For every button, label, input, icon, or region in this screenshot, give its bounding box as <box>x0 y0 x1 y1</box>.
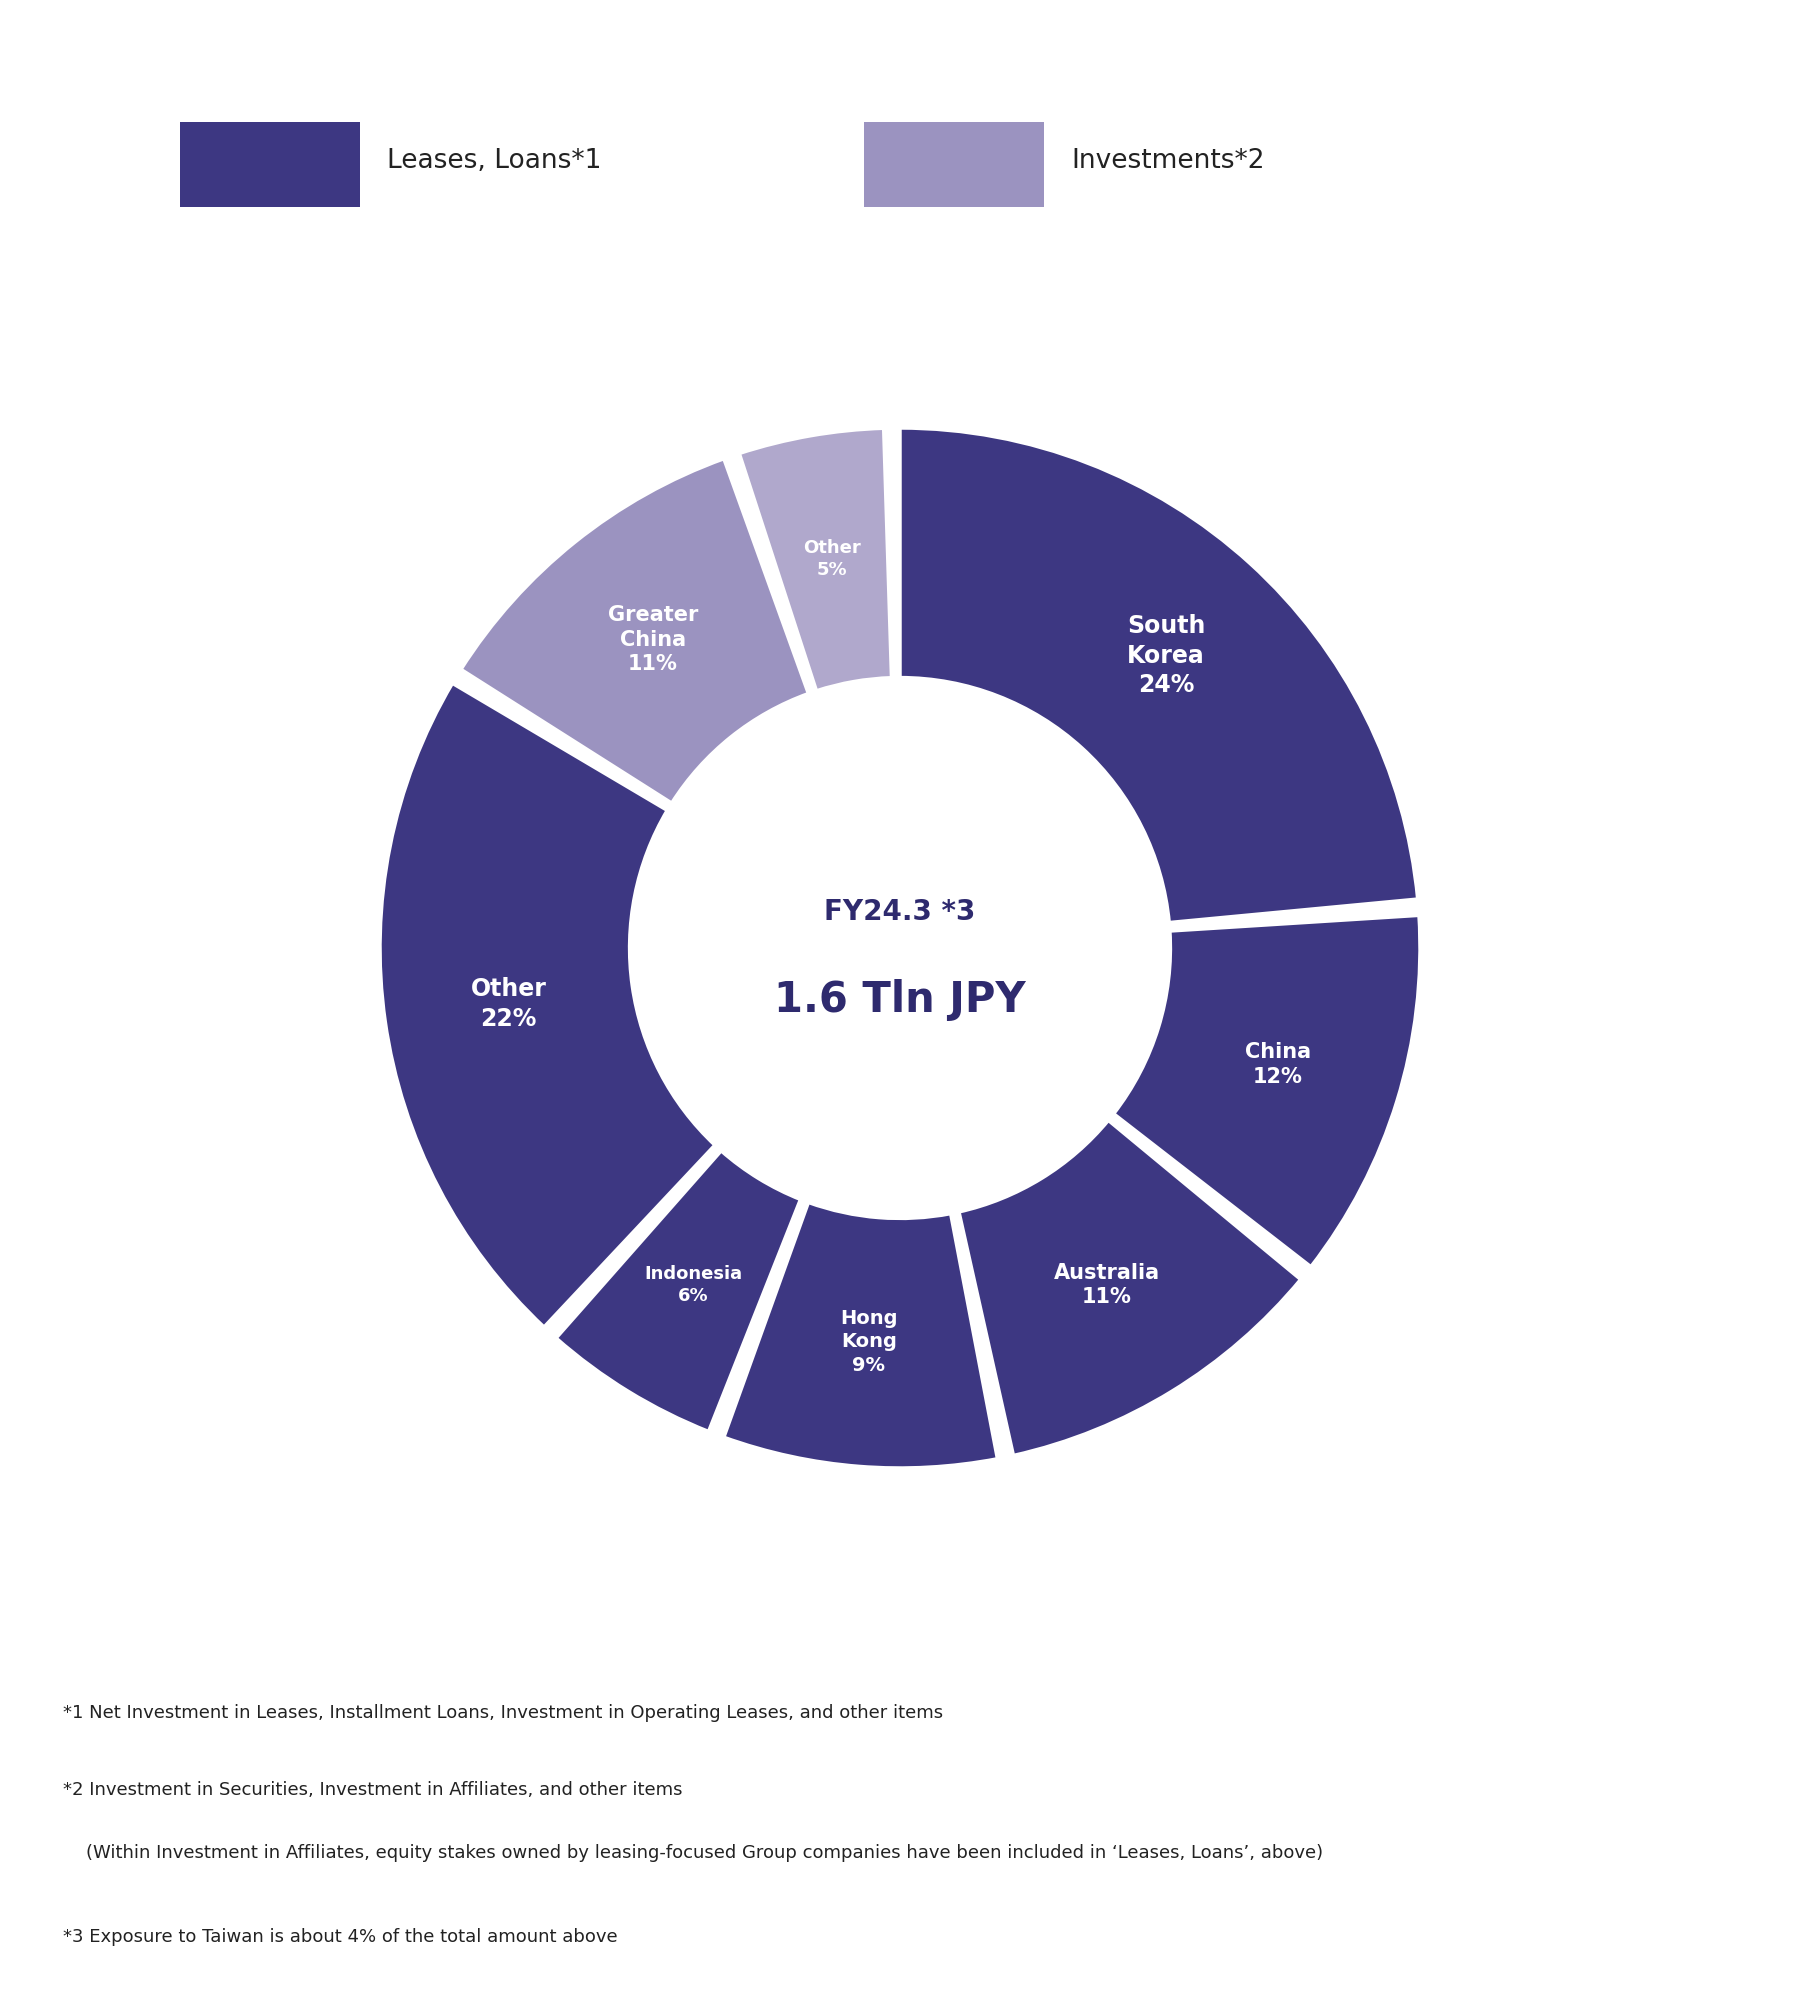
Text: Greater
China
11%: Greater China 11% <box>608 604 698 674</box>
Bar <box>180 122 360 206</box>
Text: (Within Investment in Affiliates, equity stakes owned by leasing-focused Group c: (Within Investment in Affiliates, equity… <box>63 1844 1323 1862</box>
Text: *3 Exposure to Taiwan is about 4% of the total amount above: *3 Exposure to Taiwan is about 4% of the… <box>63 1928 617 1946</box>
Wedge shape <box>900 428 1418 922</box>
Text: Australia
11%: Australia 11% <box>1053 1262 1159 1308</box>
Text: 1.6 Tln JPY: 1.6 Tln JPY <box>774 978 1026 1020</box>
Bar <box>864 122 1044 206</box>
Text: Other
5%: Other 5% <box>803 538 860 578</box>
Text: *1 Net Investment in Leases, Installment Loans, Investment in Operating Leases, : *1 Net Investment in Leases, Installment… <box>63 1704 943 1722</box>
Text: FY24.3 *3: FY24.3 *3 <box>824 898 976 926</box>
Text: Hong
Kong
9%: Hong Kong 9% <box>841 1308 898 1374</box>
Wedge shape <box>461 458 808 804</box>
Wedge shape <box>1114 916 1420 1266</box>
Wedge shape <box>724 1202 997 1468</box>
Wedge shape <box>740 428 891 690</box>
Text: Indonesia
6%: Indonesia 6% <box>644 1264 743 1306</box>
Wedge shape <box>380 684 715 1328</box>
Wedge shape <box>959 1120 1301 1456</box>
Text: South
Korea
24%: South Korea 24% <box>1127 614 1206 698</box>
Wedge shape <box>556 1150 801 1432</box>
Text: *2 Investment in Securities, Investment in Affiliates, and other items: *2 Investment in Securities, Investment … <box>63 1780 682 1800</box>
Text: Other
22%: Other 22% <box>472 976 547 1030</box>
Text: Segment Assets by Business: Segment Assets by Business <box>587 28 1213 66</box>
Text: China
12%: China 12% <box>1244 1042 1310 1086</box>
Text: Investments*2: Investments*2 <box>1071 148 1264 174</box>
Text: Leases, Loans*1: Leases, Loans*1 <box>387 148 601 174</box>
